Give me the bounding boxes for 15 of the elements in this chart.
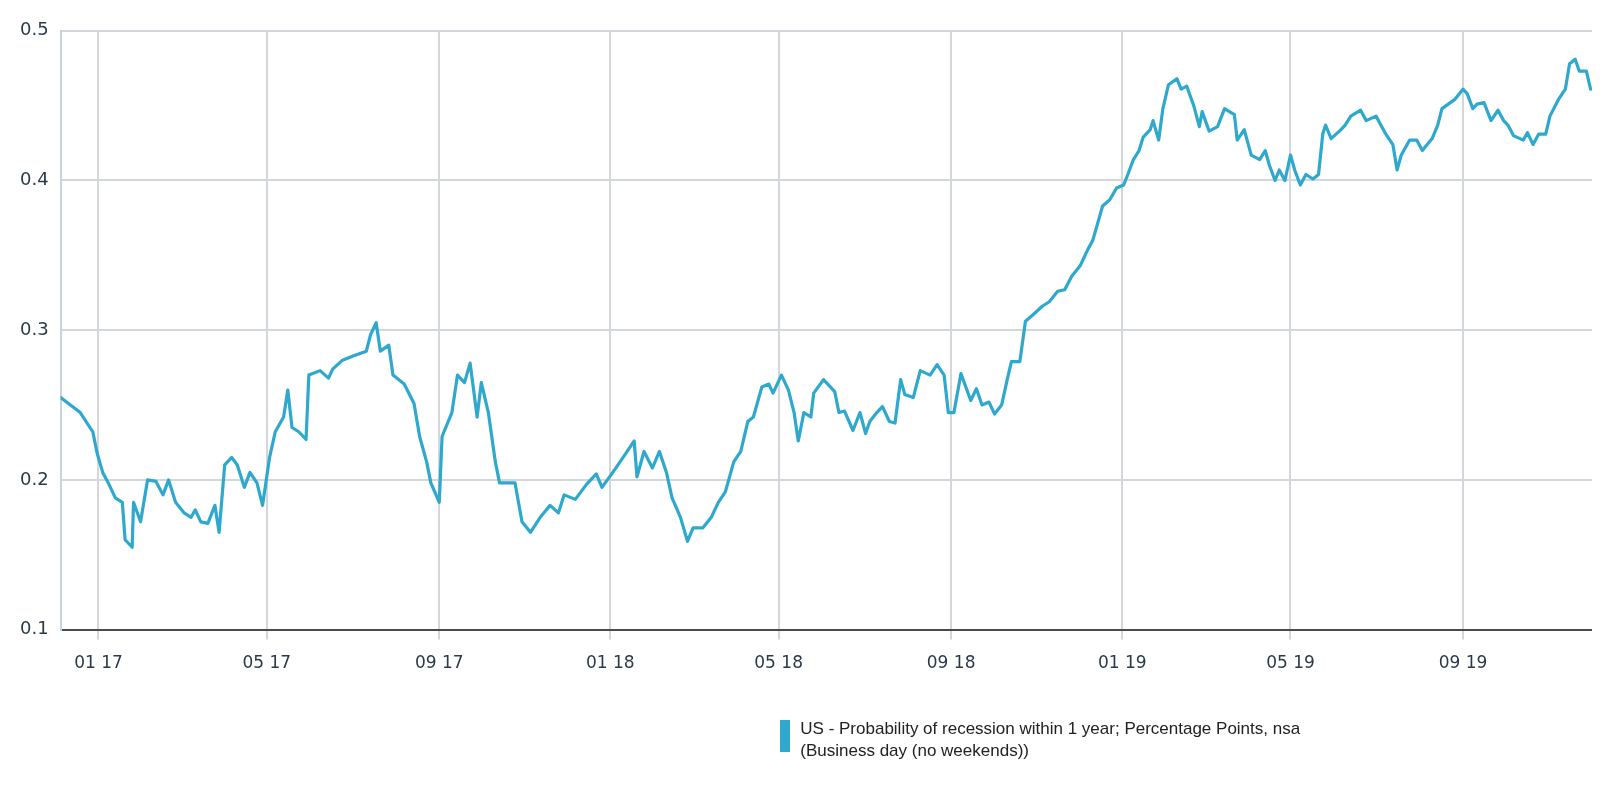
x-tick-label: 09 19	[1438, 652, 1488, 673]
y-tick-label: 0.1	[19, 617, 49, 639]
x-tick-label: 05 19	[1266, 652, 1315, 673]
x-tick-label: 01 19	[1097, 652, 1147, 673]
x-tick-label: 05 17	[242, 652, 292, 673]
x-tick-label: 09 18	[926, 652, 976, 673]
legend-label: US - Probability of recession within 1 year; Percentage Points, nsa (Business day (no weekends))	[800, 718, 1302, 762]
x-tick-label: 05 18	[754, 652, 803, 673]
x-tick-label: 09 17	[414, 652, 464, 673]
x-tick-label: 01 18	[586, 652, 635, 673]
y-tick-label: 0.5	[19, 18, 49, 40]
y-tick-label: 0.2	[19, 467, 49, 489]
x-tick-label: 01 17	[74, 652, 123, 673]
y-tick-label: 0.3	[19, 317, 49, 339]
y-tick-label: 0.4	[19, 168, 49, 190]
